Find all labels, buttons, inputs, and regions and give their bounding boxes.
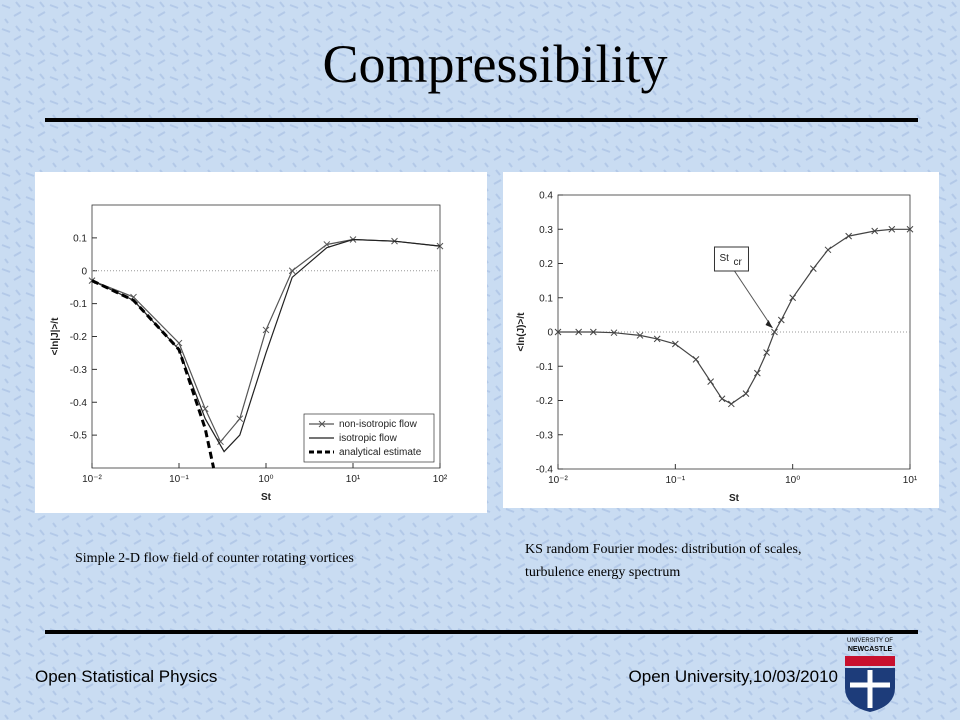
marker — [288, 267, 296, 275]
marker — [771, 328, 778, 336]
legend-label: isotropic flow — [339, 433, 398, 444]
x-tick-label: 10⁻² — [548, 475, 568, 486]
marker — [201, 405, 209, 413]
chart: 10⁻² 10⁻¹ 10⁰ 10¹ -0.4 -0.3 -0.2 -0.1 0 0.1 0.2 0.3… — [516, 191, 918, 505]
logo-text: UNIVERSITY OF — [847, 638, 893, 644]
y-tick-label: -0.4 — [70, 398, 88, 409]
y-tick-label: -0.3 — [70, 365, 88, 376]
x-tick-label: 10⁰ — [785, 475, 800, 486]
x-tick-label: 10¹ — [903, 475, 918, 486]
annotation-arrow — [734, 270, 773, 329]
y-tick-label: -0.5 — [70, 431, 88, 442]
chart: 10⁻² 10⁻¹ 10⁰ 10¹ 10² -0.5 -0.4 -0.3 -0.2 -0.1 0 0.… — [50, 204, 448, 503]
marker — [653, 335, 661, 343]
marker — [554, 328, 562, 336]
marker — [753, 369, 761, 377]
y-tick-label: -0.2 — [70, 332, 88, 343]
y-tick-label: 0.1 — [73, 233, 87, 244]
series-line — [91, 279, 216, 469]
y-tick-label: 0.2 — [539, 259, 553, 270]
slide-title: Compressibility — [322, 34, 667, 94]
y-tick-label: 0 — [547, 328, 553, 339]
marker — [718, 395, 726, 403]
y-tick-label: -0.1 — [70, 299, 88, 310]
logo: UNIVERSITY OF NEWCASTLE — [845, 638, 895, 712]
y-tick-label: 0 — [81, 266, 87, 277]
marker — [671, 340, 679, 348]
marker — [789, 294, 797, 302]
marker — [589, 328, 597, 336]
caption: turbulence energy spectrum — [525, 565, 680, 580]
marker — [217, 438, 224, 446]
marker — [707, 378, 715, 386]
x-axis-label: St — [261, 492, 272, 503]
y-axis-label: <ln(J)>/t — [516, 312, 527, 352]
logo-text: NEWCASTLE — [848, 646, 893, 653]
x-tick-label: 10¹ — [346, 474, 361, 485]
x-tick-label: 10⁻¹ — [169, 474, 189, 485]
x-tick-label: 10⁰ — [258, 474, 273, 485]
y-tick-label: -0.3 — [536, 430, 554, 441]
y-tick-label: 0.4 — [539, 191, 553, 202]
x-tick-label: 10⁻¹ — [665, 475, 685, 486]
marker — [692, 356, 700, 363]
caption: KS random Fourier modes: distribution of… — [525, 542, 801, 557]
y-tick-label: -0.4 — [536, 465, 554, 476]
marker — [636, 332, 644, 339]
marker — [610, 329, 618, 337]
logo-cross — [850, 670, 890, 708]
annotation-sub: cr — [733, 257, 742, 268]
marker — [906, 225, 914, 233]
y-tick-label: 0.1 — [539, 293, 553, 304]
marker — [871, 227, 879, 235]
legend-label: analytical estimate — [339, 447, 422, 458]
logo-band — [845, 656, 895, 666]
marker — [777, 316, 785, 324]
x-axis-label: St — [729, 493, 740, 504]
footer: Open Statistical Physics — [35, 667, 217, 686]
footer: Open University,10/03/2010 — [629, 667, 838, 686]
marker — [236, 415, 244, 423]
legend-marker — [318, 420, 326, 428]
legend-label: non-isotropic flow — [339, 419, 418, 430]
x-tick-label: 10² — [433, 474, 448, 485]
marker — [888, 225, 896, 233]
y-tick-label: 0.3 — [539, 225, 553, 236]
x-tick-label: 10⁻² — [82, 474, 102, 485]
annotation-text: St — [719, 253, 729, 264]
marker — [809, 265, 817, 272]
marker — [575, 328, 583, 336]
marker — [727, 400, 735, 408]
marker — [175, 339, 183, 347]
marker — [845, 232, 853, 240]
annotation-box — [713, 246, 749, 272]
y-axis-label: <ln|J|>/t — [50, 317, 61, 356]
marker — [262, 326, 270, 334]
caption: Simple 2-D flow field of counter rotatin… — [75, 551, 354, 566]
arrow-head — [765, 320, 773, 328]
marker — [824, 246, 832, 254]
chart-panel — [503, 172, 939, 508]
marker — [763, 349, 770, 356]
y-tick-label: -0.2 — [536, 396, 554, 407]
marker — [742, 390, 750, 398]
y-tick-label: -0.1 — [536, 362, 554, 373]
